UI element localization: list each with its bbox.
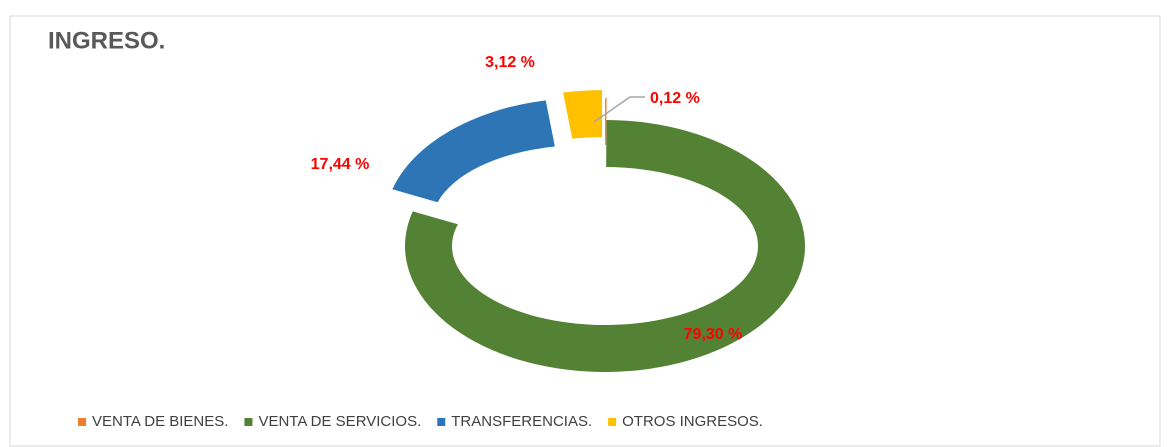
data-label: 3,12 % [485,54,535,71]
leader-line [593,96,645,123]
data-label: 79,30 % [684,326,743,343]
legend-swatch [244,418,253,426]
legend-label: VENTA DE BIENES. [92,413,228,430]
legend-label: VENTA DE SERVICIOS. [258,413,421,430]
legend-label: TRANSFERENCIAS. [451,413,592,430]
legend-swatch [608,418,617,426]
legend-swatch [437,418,446,426]
data-label: 17,44 % [311,156,370,173]
doughnut-segment [405,120,805,372]
chart-area [9,15,1161,447]
doughnut-segment [605,98,607,146]
doughnut-segment [392,100,555,203]
doughnut-segment [563,90,603,139]
legend-swatch [78,418,86,426]
legend-label: OTROS INGRESOS. [622,413,763,430]
chart-title: INGRESO. [48,27,165,54]
data-label: 0,12 % [650,90,700,107]
